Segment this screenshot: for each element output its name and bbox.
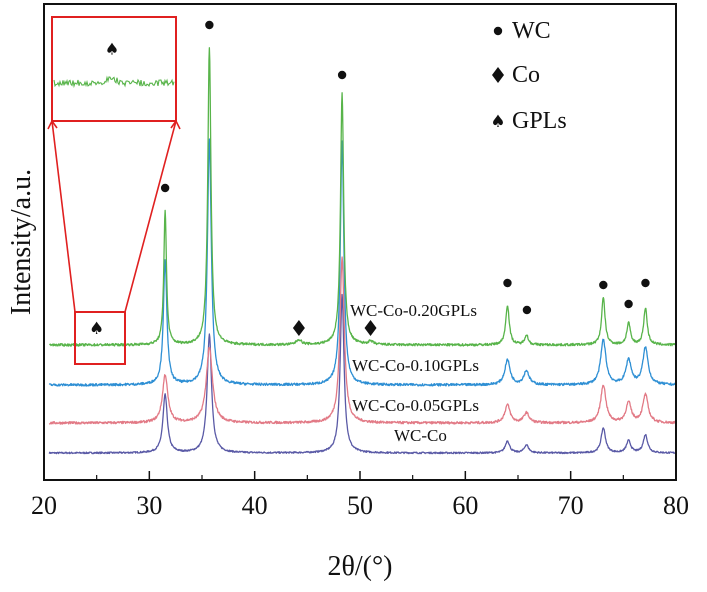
x-tick-label: 20 [31, 491, 57, 520]
wc-peak-marker [337, 70, 347, 80]
legend-co-symbol [492, 67, 504, 83]
inset-connector-right [124, 120, 177, 313]
inset-frame [51, 16, 177, 122]
x-tick-label: 30 [136, 491, 162, 520]
series-line-wc-co [48, 293, 675, 455]
inset-connector-left [51, 120, 76, 313]
x-tick-label: 70 [558, 491, 584, 520]
series-label: WC-Co-0.20GPLs [350, 301, 477, 320]
wc-peak-marker [641, 278, 650, 288]
series-label: WC-Co-0.10GPLs [352, 356, 479, 375]
inset-arrowhead-left [47, 119, 58, 130]
series-label: WC-Co-0.05GPLs [352, 396, 479, 415]
series-line-wc-co-005gpls [48, 256, 675, 425]
zoom-region-box [74, 311, 126, 365]
x-tick-label: 50 [347, 491, 373, 520]
x-axis-label: 2θ/(°) [327, 551, 392, 582]
co-peak-marker [292, 320, 305, 336]
wc-peak-marker [160, 183, 170, 193]
gpls-peak-marker: ♠ [89, 319, 104, 339]
co-peak-marker [364, 320, 377, 336]
y-axis-label: Intensity/a.u. [6, 169, 37, 315]
traces [48, 47, 675, 455]
wc-peak-marker [205, 20, 214, 30]
x-tick-label: 40 [242, 491, 268, 520]
inset-arrowhead-right [170, 119, 181, 130]
wc-peak-marker [503, 278, 512, 288]
legend-gpls-label: GPLs [512, 108, 567, 134]
wc-peak-marker [522, 305, 532, 315]
inset-trace [53, 75, 175, 89]
series-line-wc-co-010gpls [48, 138, 675, 387]
legend-wc-label: WC [512, 18, 551, 44]
legend-co-label: Co [512, 62, 540, 88]
legend-wc-symbol [493, 26, 503, 36]
x-tick-label: 60 [452, 491, 478, 520]
inset-gpls-marker: ♠ [105, 40, 119, 59]
wc-peak-marker [624, 299, 633, 309]
series-label: WC-Co [394, 426, 447, 445]
x-tick-label: 80 [663, 491, 689, 520]
legend-gpls-symbol: ♠ [490, 112, 505, 132]
series-line-wc-co-020gpls [49, 47, 675, 347]
wc-peak-marker [599, 280, 608, 290]
